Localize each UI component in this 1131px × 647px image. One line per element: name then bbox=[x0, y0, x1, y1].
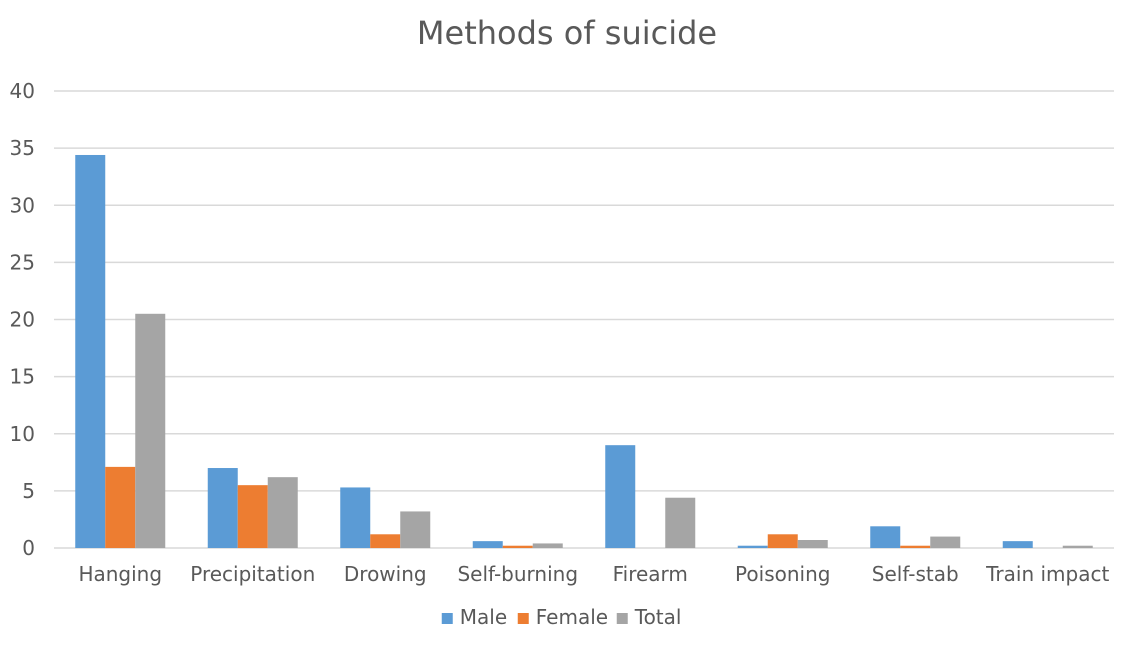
bar-total-precipitation bbox=[267, 477, 298, 548]
bar-female-hanging bbox=[105, 466, 136, 548]
x-axis-categories: Hanging Precipitation Drowing Self-burning F… bbox=[78, 562, 1109, 586]
x-category-label: Firearm bbox=[613, 562, 688, 586]
y-tick-label: 30 bbox=[10, 193, 35, 217]
y-tick-label: 0 bbox=[22, 536, 35, 560]
bar-male-firearm bbox=[605, 445, 636, 548]
bar-female-poisoning bbox=[767, 534, 798, 548]
bar-total-hanging bbox=[135, 313, 166, 548]
bar-total-train-impact bbox=[1062, 545, 1093, 548]
y-tick-label: 20 bbox=[10, 308, 35, 332]
legend-swatch-total bbox=[616, 613, 628, 624]
legend-label-female: Female bbox=[536, 605, 608, 629]
bar-male-poisoning bbox=[737, 545, 768, 548]
bar-male-train-impact bbox=[1002, 541, 1033, 548]
y-axis-ticks: 0 5 10 15 20 25 30 35 40 bbox=[10, 79, 35, 560]
y-tick-label: 35 bbox=[10, 136, 35, 160]
bar-female-precipitation bbox=[237, 485, 268, 548]
bar-female-self-burning bbox=[502, 545, 533, 548]
bar-total-poisoning bbox=[797, 540, 828, 548]
chart-title: Methods of suicide bbox=[417, 14, 717, 52]
bar-total-self-burning bbox=[532, 543, 563, 548]
x-category-label: Precipitation bbox=[190, 562, 315, 586]
bar-total-self-stab bbox=[930, 536, 961, 548]
legend: Male Female Total bbox=[441, 605, 682, 629]
legend-label-male: Male bbox=[460, 605, 507, 629]
bar-male-self-burning bbox=[472, 541, 503, 548]
y-tick-label: 40 bbox=[10, 79, 35, 103]
bar-female-drowing bbox=[370, 534, 401, 548]
x-category-label: Train impact bbox=[985, 562, 1109, 586]
bar-male-drowing bbox=[340, 487, 371, 548]
legend-swatch-female bbox=[517, 613, 529, 624]
y-tick-label: 10 bbox=[10, 422, 35, 446]
x-category-label: Self-burning bbox=[457, 562, 578, 586]
x-category-label: Drowing bbox=[344, 562, 427, 586]
legend-label-total: Total bbox=[634, 605, 682, 629]
y-tick-label: 5 bbox=[22, 479, 35, 503]
bar-male-hanging bbox=[75, 154, 106, 549]
x-category-label: Hanging bbox=[78, 562, 162, 586]
bars bbox=[75, 154, 1093, 549]
legend-swatch-male bbox=[441, 613, 453, 624]
bar-male-self-stab bbox=[870, 526, 901, 548]
y-tick-label: 15 bbox=[10, 365, 35, 389]
x-category-label: Poisoning bbox=[735, 562, 830, 586]
bar-male-precipitation bbox=[207, 468, 238, 548]
x-category-label: Self-stab bbox=[872, 562, 959, 586]
bar-total-drowing bbox=[400, 511, 431, 548]
bar-total-firearm bbox=[665, 497, 696, 548]
y-tick-label: 25 bbox=[10, 250, 35, 274]
bar-female-self-stab bbox=[900, 545, 931, 548]
